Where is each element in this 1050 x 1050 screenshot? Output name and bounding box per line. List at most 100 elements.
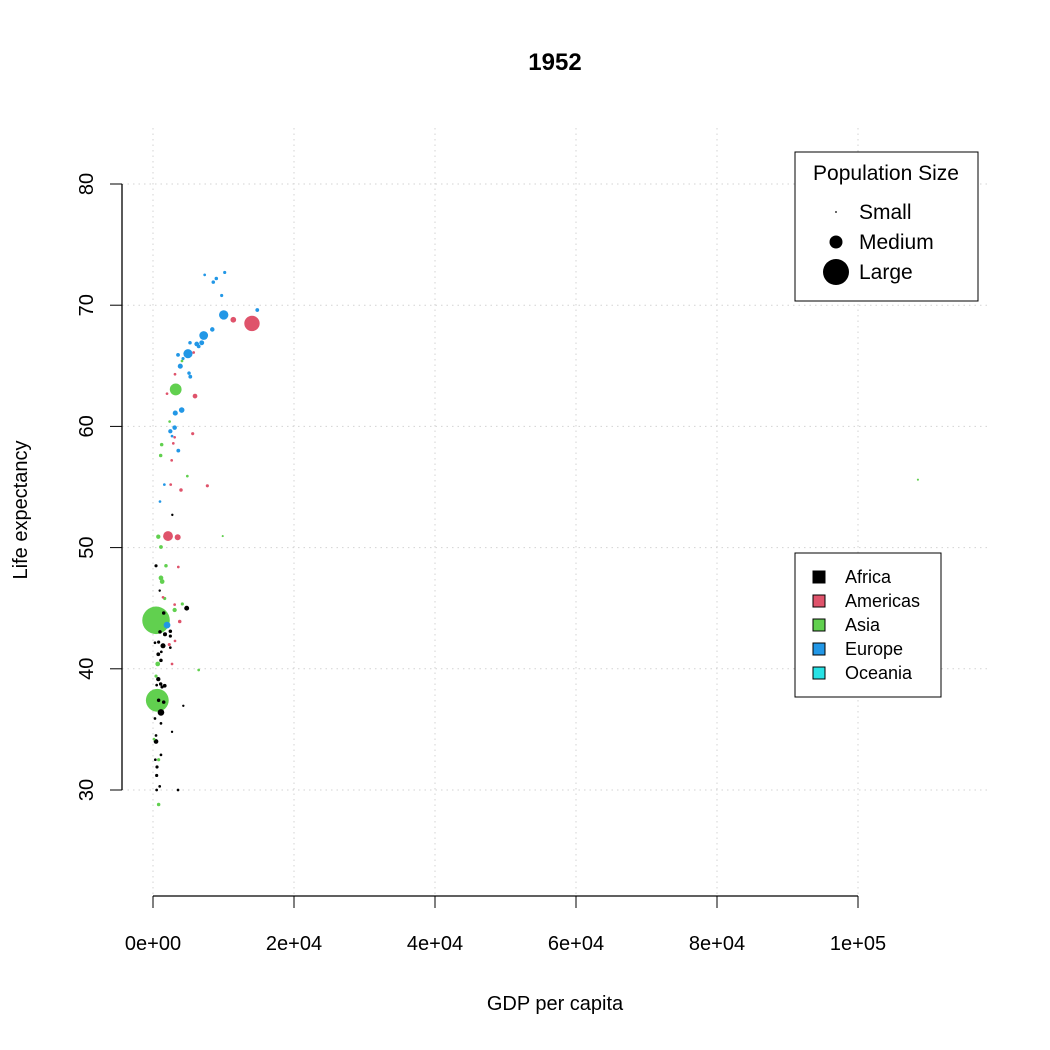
y-ticks: 30 40 50 60 70 80 (76, 173, 122, 801)
y-tick-label: 40 (76, 658, 98, 680)
data-point-africa (156, 652, 161, 657)
data-point-americas (173, 603, 176, 606)
data-point-europe (188, 341, 192, 345)
data-point-africa (156, 698, 161, 703)
data-point-africa (153, 717, 157, 720)
data-point-europe (255, 308, 260, 312)
data-point-europe (178, 407, 185, 413)
data-point-europe (220, 293, 224, 298)
data-point-asia (221, 535, 224, 538)
data-point-europe (203, 273, 207, 277)
data-point-americas (161, 595, 165, 599)
data-point-asia (154, 674, 158, 678)
data-point-americas (169, 483, 173, 486)
y-axis-label: Life expectancy (10, 441, 32, 580)
data-point-americas (205, 484, 209, 488)
data-point-americas (171, 442, 175, 445)
x-ticks: 0e+00 2e+04 4e+04 6e+04 8e+04 1e+05 (125, 896, 886, 955)
data-points (142, 270, 919, 807)
legend-label-americas: Americas (845, 591, 920, 611)
data-point-africa (155, 683, 159, 687)
data-point-asia (157, 758, 161, 762)
data-point-europe (188, 374, 193, 379)
data-point-africa (168, 634, 172, 638)
legend-label-asia: Asia (845, 615, 881, 635)
legend-label-africa: Africa (845, 567, 892, 587)
legend-swatch-americas (812, 594, 826, 608)
data-point-europe (211, 280, 216, 284)
data-point-africa (170, 730, 174, 734)
size-legend-small-label: Small (859, 201, 912, 224)
x-axis-label: GDP per capita (487, 993, 624, 1015)
data-point-americas (173, 639, 177, 643)
data-point-africa (155, 773, 159, 778)
data-point-europe (158, 500, 162, 503)
data-point-europe (163, 621, 171, 629)
data-point-asia (155, 661, 161, 667)
data-point-europe (172, 410, 178, 416)
data-point-africa (159, 753, 163, 757)
size-legend-large-label: Large (859, 261, 913, 284)
data-point-africa (153, 641, 157, 645)
data-point-asia (180, 602, 184, 606)
data-point-africa (168, 629, 173, 633)
data-point-europe (177, 363, 183, 369)
y-tick-label: 80 (76, 173, 98, 195)
data-point-americas (165, 392, 169, 396)
legend-swatch-europe (812, 642, 826, 656)
y-tick-label: 50 (76, 536, 98, 558)
data-point-americas (170, 458, 174, 462)
x-tick-label: 0e+00 (125, 933, 181, 955)
data-point-europe (219, 310, 229, 320)
chart-title: 1952 (528, 49, 581, 76)
data-point-africa (168, 646, 172, 649)
data-point-asia (172, 607, 177, 613)
data-point-africa (161, 700, 166, 704)
data-point-asia (159, 579, 165, 584)
data-point-americas (230, 316, 237, 323)
size-legend-title: Population Size (813, 162, 959, 185)
data-point-africa (157, 640, 161, 644)
data-point-asia (158, 453, 163, 458)
data-point-americas (170, 662, 174, 666)
data-point-africa (162, 683, 167, 688)
data-point-asia (168, 420, 171, 423)
legend-label-oceania: Oceania (845, 663, 913, 683)
data-point-africa (158, 630, 162, 634)
y-tick-label: 30 (76, 779, 98, 801)
data-point-americas (167, 642, 171, 647)
size-legend: Population Size Small Medium Large (794, 151, 979, 302)
data-point-americas (244, 315, 260, 332)
y-tick-label: 60 (76, 415, 98, 437)
data-point-europe (223, 270, 227, 275)
legend-label-europe: Europe (845, 639, 903, 659)
data-point-africa (158, 589, 161, 592)
data-point-europe (199, 331, 209, 340)
data-point-europe (199, 340, 205, 346)
data-point-asia (159, 442, 164, 447)
data-point-africa (161, 611, 166, 615)
data-point-asia (156, 534, 161, 539)
data-point-americas (177, 619, 182, 624)
data-point-asia (185, 474, 189, 478)
data-point-asia (164, 564, 168, 568)
data-point-americas (192, 351, 196, 354)
x-tick-label: 8e+04 (689, 933, 745, 955)
data-point-europe (210, 327, 215, 332)
data-point-americas (191, 432, 195, 436)
data-point-africa (158, 785, 162, 788)
data-point-africa (159, 721, 163, 725)
data-point-africa (182, 704, 185, 707)
data-point-africa (153, 758, 157, 762)
size-legend-large-marker (823, 259, 849, 285)
y-tick-label: 70 (76, 294, 98, 316)
data-point-europe (163, 483, 166, 486)
data-point-asia (197, 668, 201, 672)
x-tick-label: 2e+04 (266, 933, 322, 955)
data-point-asia (158, 575, 164, 581)
data-point-africa (158, 682, 163, 686)
data-point-africa (176, 788, 180, 792)
data-point-europe (170, 434, 174, 438)
x-tick-label: 1e+05 (830, 933, 886, 955)
data-point-americas (176, 565, 180, 569)
